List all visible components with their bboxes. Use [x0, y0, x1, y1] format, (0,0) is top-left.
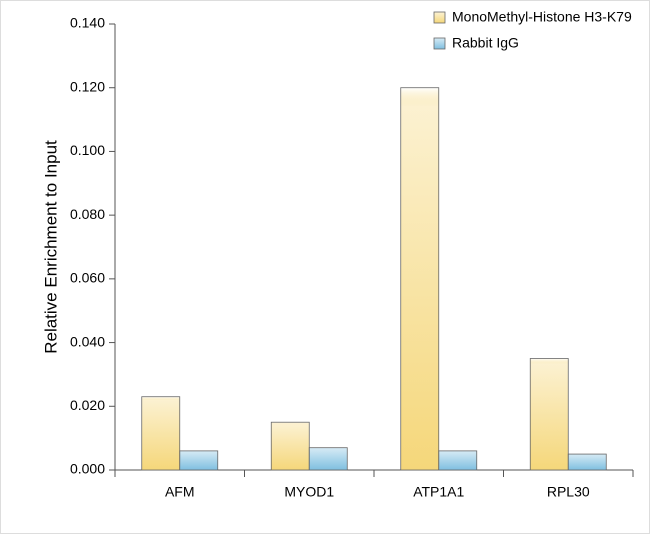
bar	[567, 453, 607, 471]
legend-swatch	[433, 37, 446, 50]
legend-label: MonoMethyl-Histone H3-K79	[452, 9, 632, 25]
legend-label: Rabbit IgG	[452, 35, 519, 51]
y-tick-label: 0.040	[70, 333, 105, 349]
x-tick-label: AFM	[165, 484, 195, 500]
y-tick-label: 0.060	[70, 270, 105, 286]
y-tick-label: 0.000	[70, 461, 105, 477]
bar	[308, 447, 348, 471]
y-tick-label: 0.120	[70, 78, 105, 94]
y-axis-label: Relative Enrichment to Input	[41, 140, 60, 354]
x-tick-label: RPL30	[547, 484, 590, 500]
bar	[270, 421, 310, 471]
legend-swatch	[433, 11, 446, 24]
bar	[141, 396, 181, 471]
y-tick-label: 0.100	[70, 142, 105, 158]
bar	[400, 87, 440, 471]
y-tick-label: 0.020	[70, 397, 105, 413]
bar	[179, 450, 219, 471]
bar	[438, 450, 478, 471]
bar	[529, 358, 569, 471]
x-tick-label: ATP1A1	[413, 484, 464, 500]
y-tick-label: 0.080	[70, 206, 105, 222]
y-tick-label: 0.140	[70, 15, 105, 31]
x-tick-label: MYOD1	[284, 484, 334, 500]
